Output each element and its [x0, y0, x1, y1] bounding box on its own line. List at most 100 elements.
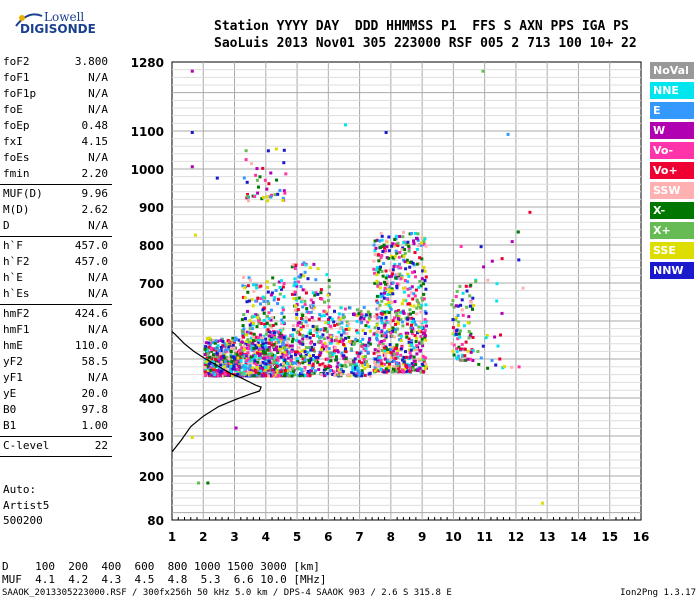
echo-point — [308, 354, 312, 358]
echo-point — [402, 241, 406, 244]
echo-point — [234, 360, 238, 364]
echo-point — [467, 336, 471, 340]
echo-point — [388, 306, 392, 310]
echo-point — [390, 356, 394, 360]
echo-point — [244, 362, 248, 366]
echo-point — [424, 338, 428, 342]
echo-point — [239, 359, 243, 362]
echo-point — [396, 244, 400, 248]
legend-item-sse: SSE — [650, 242, 694, 259]
echo-point — [246, 370, 250, 374]
echo-point — [347, 335, 351, 339]
echo-point — [381, 274, 385, 278]
echo-point — [419, 320, 423, 324]
echo-point — [381, 344, 385, 348]
echo-point — [295, 316, 299, 320]
echo-point — [456, 304, 460, 308]
echo-point — [500, 311, 504, 315]
echo-point — [306, 277, 310, 281]
echo-point — [242, 364, 246, 368]
echo-point — [298, 296, 301, 300]
echo-point — [235, 353, 239, 357]
param-row: hmF2 424.6 — [0, 306, 112, 322]
echo-point — [266, 285, 269, 289]
echo-point — [289, 358, 293, 362]
echo-point — [219, 339, 223, 343]
echo-point — [349, 347, 353, 351]
echo-point — [394, 249, 398, 253]
echo-point — [279, 363, 283, 367]
echo-point — [471, 359, 475, 362]
echo-point — [460, 358, 464, 362]
echo-point — [362, 358, 366, 361]
echo-point — [337, 368, 341, 372]
echo-point — [471, 336, 475, 339]
echo-point — [230, 340, 234, 344]
echo-point — [280, 287, 283, 291]
echo-point — [311, 362, 315, 366]
echo-point — [404, 267, 408, 271]
echo-point — [214, 359, 218, 363]
echo-point — [228, 340, 232, 344]
param-label: C-level — [3, 439, 50, 452]
echo-point — [411, 367, 415, 371]
echo-point — [407, 312, 411, 316]
echo-point — [242, 367, 246, 371]
echo-point — [294, 353, 297, 357]
echo-point — [364, 343, 368, 347]
echo-point — [380, 310, 384, 314]
echo-point — [325, 273, 329, 277]
echo-point — [373, 365, 377, 369]
echo-point — [390, 289, 394, 293]
echo-point — [339, 337, 343, 341]
echo-point — [379, 231, 383, 235]
echo-point — [263, 325, 267, 329]
echo-point — [392, 367, 396, 371]
echo-point — [225, 341, 229, 345]
echo-point — [450, 303, 454, 307]
echo-point — [273, 193, 277, 197]
echo-point — [393, 300, 397, 304]
echo-point — [317, 336, 321, 340]
echo-point — [263, 344, 267, 348]
echo-point — [290, 265, 294, 269]
echo-point — [260, 339, 264, 343]
echo-point — [329, 359, 333, 363]
echo-point — [305, 307, 309, 311]
echo-point — [278, 292, 282, 296]
echo-point — [252, 374, 256, 378]
echo-point — [322, 374, 326, 378]
echo-point — [327, 347, 331, 351]
echo-point — [375, 316, 379, 320]
echo-point — [288, 344, 292, 348]
echo-point — [342, 354, 346, 358]
echo-point — [368, 342, 372, 346]
echo-point — [397, 255, 401, 259]
echo-point — [364, 324, 368, 328]
echo-point — [481, 69, 485, 73]
echo-point — [368, 312, 372, 316]
echo-point — [252, 332, 256, 336]
echo-point — [344, 360, 348, 364]
echo-point — [317, 354, 321, 358]
echo-point — [540, 501, 544, 505]
echo-point — [361, 329, 365, 332]
echo-point — [498, 357, 502, 361]
legend-item-ssw: SSW — [650, 182, 694, 199]
echo-point — [303, 350, 307, 354]
echo-point — [261, 360, 265, 364]
echo-point — [362, 347, 366, 351]
echo-point — [406, 261, 410, 264]
param-row: foEs N/A — [0, 150, 112, 166]
echo-point — [282, 189, 286, 193]
echo-point — [309, 341, 313, 345]
y-tick-label: 300 — [139, 430, 164, 444]
echo-point — [351, 340, 354, 344]
echo-point — [400, 368, 404, 372]
echo-point — [280, 333, 284, 337]
echo-point — [401, 235, 405, 239]
echo-point — [309, 331, 312, 335]
echo-point — [212, 368, 216, 372]
echo-point — [399, 339, 403, 343]
echo-point — [355, 372, 359, 376]
